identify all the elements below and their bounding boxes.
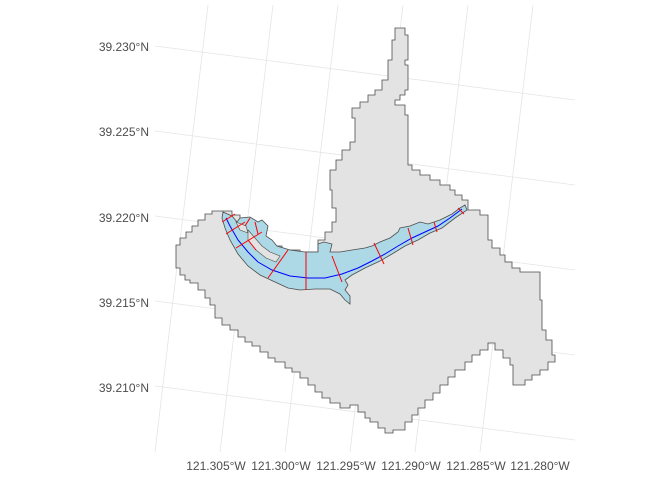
x-tick-label: 121.300°W xyxy=(251,459,311,473)
x-tick-label: 121.305°W xyxy=(186,459,246,473)
x-tick-label: 121.290°W xyxy=(381,459,441,473)
x-tick-label: 121.285°W xyxy=(446,459,506,473)
transect-13 xyxy=(457,207,465,215)
latitude-axis-labels: 39.230°N 39.225°N 39.220°N 39.215°N 39.2… xyxy=(99,40,149,395)
transects-layer xyxy=(221,207,465,290)
transect-4 xyxy=(254,221,259,235)
transect-10 xyxy=(373,242,385,265)
lake-polygon xyxy=(221,204,468,305)
transect-5 xyxy=(235,231,263,249)
longitude-axis-labels: 121.305°W 121.300°W 121.295°W 121.290°W … xyxy=(186,459,570,473)
transect-6 xyxy=(247,239,257,251)
graticule-lon-121-280 xyxy=(479,4,534,453)
watershed-polygon xyxy=(175,27,556,434)
x-tick-label: 121.295°W xyxy=(316,459,376,473)
y-tick-label: 39.220°N xyxy=(99,211,149,225)
transect-1 xyxy=(221,213,236,223)
graticule-lon-121-295 xyxy=(284,4,339,453)
lake-island xyxy=(235,221,249,234)
y-tick-label: 39.225°N xyxy=(99,125,149,139)
y-tick-label: 39.230°N xyxy=(99,40,149,54)
graticule-lon-121-305 xyxy=(154,4,209,453)
graticule-lat-39-230 xyxy=(154,45,576,101)
y-tick-label: 39.215°N xyxy=(99,296,149,310)
transect-12 xyxy=(433,221,438,233)
y-tick-label: 39.210°N xyxy=(99,381,149,395)
x-tick-label: 121.280°W xyxy=(510,459,570,473)
transect-2 xyxy=(225,221,246,235)
transect-11 xyxy=(407,227,414,246)
transect-3 xyxy=(244,217,251,227)
lake-centerline xyxy=(225,208,463,279)
transect-9 xyxy=(331,255,343,283)
transect-7 xyxy=(267,249,289,279)
